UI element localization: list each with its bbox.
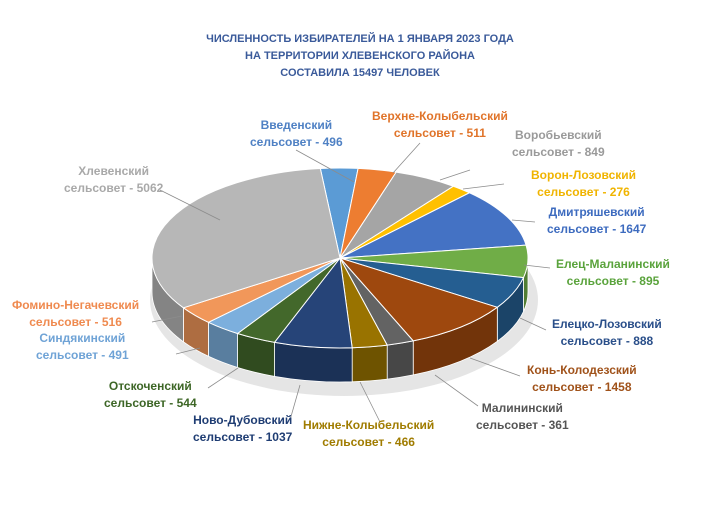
slice-label-name: Нижне-Колыбельский: [303, 418, 435, 432]
slice-label-value: сельсовет - 466: [322, 435, 415, 449]
slice-label-воробьевский: Воробьевский сельсовет - 849: [512, 127, 605, 161]
slice-label-value: сельсовет - 888: [560, 334, 654, 348]
chart-title: ЧИСЛЕННОСТЬ ИЗБИРАТЕЛЕЙ НА 1 ЯНВАРЯ 2023…: [0, 31, 720, 82]
slice-label-ворон-лозовский: Ворон-Лозовский сельсовет - 276: [531, 167, 636, 201]
slice-label-name: Дмитряшевский: [548, 205, 645, 219]
slice-label-value: сельсовет - 849: [512, 145, 605, 159]
slice-label-name: Ново-Дубовский: [193, 413, 293, 427]
slice-label-name: Хлевенский: [78, 164, 150, 178]
pie-side-малининский: [386, 340, 414, 380]
leader-line-верхне-колыбельский: [392, 142, 421, 174]
slice-label-верхне-колыбельский: Верхне-Колыбельский сельсовет - 511: [372, 108, 508, 142]
slice-label-конь-колодезский: Конь-Колодезский сельсовет - 1458: [527, 362, 637, 396]
slice-label-value: сельсовет - 511: [393, 126, 486, 140]
chart-title-line-3: СОСТАВИЛА 15497 ЧЕЛОВЕК: [280, 67, 440, 79]
chart-title-line-1: ЧИСЛЕННОСТЬ ИЗБИРАТЕЛЕЙ НА 1 ЯНВАРЯ 2023…: [206, 33, 514, 45]
slice-label-name: Елецко-Лозовский: [552, 317, 662, 331]
slice-label-отскоченский: Отскоченский сельсовет - 544: [104, 378, 197, 412]
slice-label-value: сельсовет - 491: [36, 348, 129, 362]
pie-slice-дмитряшевский: [339, 192, 527, 259]
leader-line-конь-колодезский: [469, 357, 521, 377]
pie-slice-конь-колодезский: [338, 256, 499, 342]
slice-label-value: сельсовет - 1647: [547, 222, 647, 236]
slice-label-малининский: Малининский сельсовет - 361: [476, 400, 569, 434]
pie-slice-хлевенский: [151, 167, 341, 309]
slice-label-value: сельсовет - 276: [537, 185, 630, 199]
leader-line-хлевенский: [159, 189, 221, 221]
leader-line-ново-дубовский: [289, 384, 301, 421]
slice-label-елецко-лозовский: Елецко-Лозовский сельсовет - 888: [552, 316, 662, 350]
slice-label-value: сельсовет - 544: [104, 396, 197, 410]
leader-line-елецко-лозовский: [519, 317, 547, 331]
slice-label-value: сельсовет - 1458: [532, 380, 632, 394]
slice-label-name: Ворон-Лозовский: [531, 168, 636, 182]
slice-label-ново-дубовский: Ново-Дубовский сельсовет - 1037: [193, 412, 292, 446]
slice-label-name: Синдякинский: [39, 331, 126, 345]
slice-label-value: сельсовет - 496: [250, 135, 343, 149]
slice-label-фомино-негачевский: Фомино-Негачевский сельсовет - 516: [12, 297, 139, 331]
slice-label-value: сельсовет - 895: [566, 274, 660, 288]
slice-label-name: Конь-Колодезский: [527, 363, 637, 377]
leader-line-дмитряшевский: [511, 219, 536, 223]
slice-label-елец-маланинский: Елец-Маланинский сельсовет - 895: [556, 256, 670, 290]
slice-label-введенский: Введенский сельсовет - 496: [250, 117, 343, 151]
slice-label-name: Малининский: [481, 401, 563, 415]
leader-line-елец-маланинский: [523, 264, 551, 269]
slice-label-value: сельсовет - 361: [476, 418, 569, 432]
pie-side-нижне-колыбельский: [351, 344, 388, 383]
slice-label-name: Отскоченский: [108, 379, 192, 393]
chart-title-line-2: НА ТЕРРИТОРИИ ХЛЕВЕНСКОГО РАЙОНА: [245, 50, 475, 62]
leader-line-синдякинский: [175, 347, 201, 355]
leader-line-ворон-лозовский: [462, 183, 505, 190]
leader-line-нижне-колыбельский: [359, 381, 381, 423]
leader-line-малининский: [434, 374, 479, 407]
slice-label-value: сельсовет - 1037: [193, 430, 293, 444]
slice-label-name: Введенский: [260, 118, 333, 132]
slice-label-name: Фомино-Негачевский: [12, 298, 140, 312]
slice-label-value: сельсовет - 5062: [64, 181, 164, 195]
leader-line-фомино-негачевский: [151, 315, 183, 323]
slice-label-name: Верхне-Колыбельский: [372, 109, 508, 123]
slice-label-дмитряшевский: Дмитряшевский сельсовет - 1647: [547, 204, 646, 238]
leader-line-воробьевский: [439, 169, 471, 181]
slice-label-name: Елец-Маланинский: [556, 257, 670, 271]
slice-label-хлевенский: Хлевенский сельсовет - 5062: [64, 163, 163, 197]
slice-label-value: сельсовет - 516: [29, 315, 122, 329]
leader-line-отскоченский: [207, 367, 239, 389]
slice-label-синдякинский: Синдякинский сельсовет - 491: [36, 330, 129, 364]
slice-label-name: Воробьевский: [515, 128, 602, 142]
slice-label-нижне-колыбельский: Нижне-Колыбельский сельсовет - 466: [303, 417, 434, 451]
leader-line-введенский: [295, 149, 355, 183]
